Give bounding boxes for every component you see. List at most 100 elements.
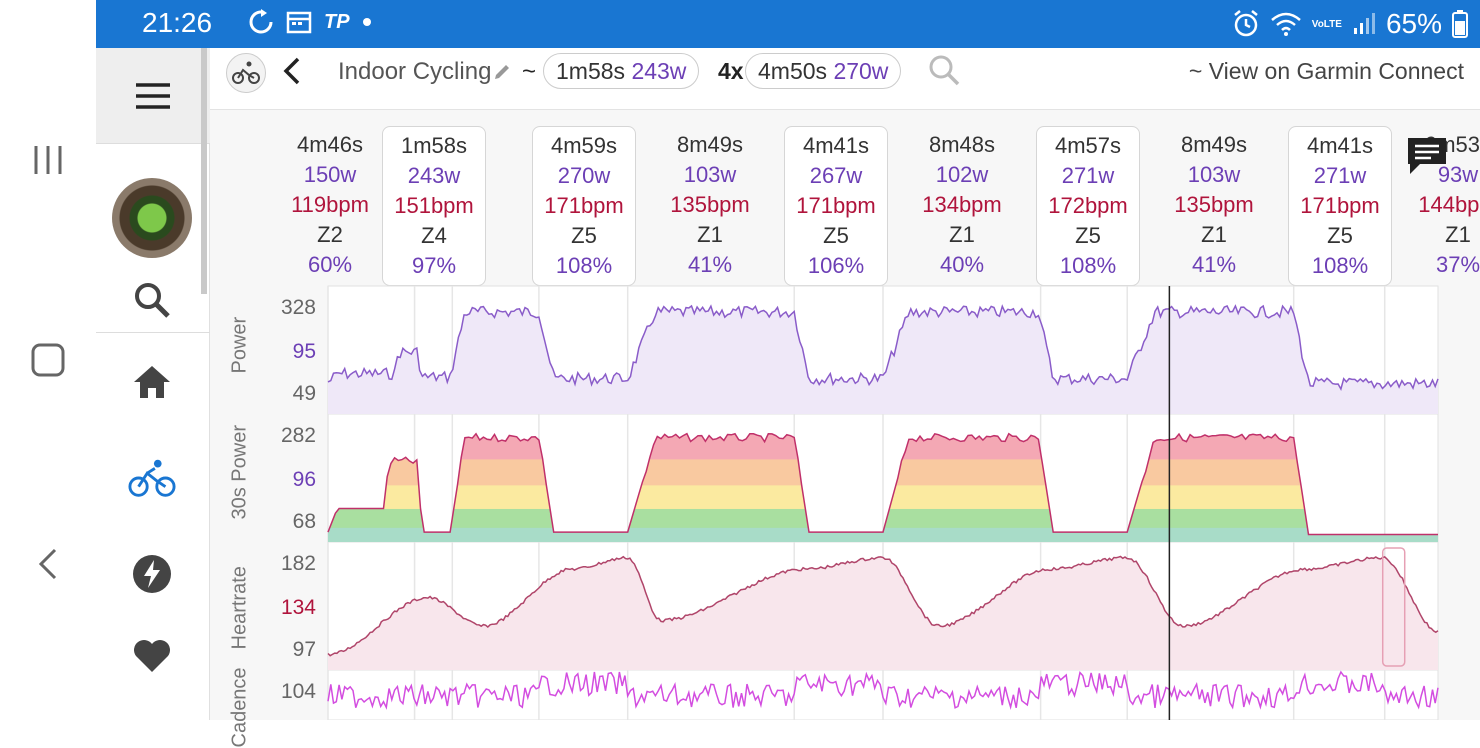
- interval-pct: 37%: [1435, 252, 1480, 277]
- interval-pct: 97%: [411, 253, 457, 278]
- sync-icon: [248, 9, 274, 35]
- power-line: [327, 304, 1439, 391]
- interval-pct: 60%: [307, 252, 353, 277]
- interval-summary[interactable]: 4m41s 271w 171bpm Z5 108%: [1288, 126, 1392, 286]
- avatar[interactable]: [112, 178, 192, 258]
- power-tick-min: 49: [292, 382, 316, 405]
- home-icon[interactable]: [24, 336, 72, 384]
- interval-summary[interactable]: 4m57s 271w 172bpm Z5 108%: [1036, 126, 1140, 286]
- activity-chart-area[interactable]: 4m46s 150w 119bpm Z2 60% 1m58s 243w 151bpm Z4 97%…: [210, 110, 1480, 748]
- garmin-connect-link[interactable]: ~ View on Garmin Connect: [1188, 58, 1464, 84]
- chevron-left-icon: [283, 57, 300, 85]
- edit-icon[interactable]: [492, 62, 512, 87]
- interval-hr: 171bpm: [796, 193, 876, 218]
- side-nav-scrollbar[interactable]: [201, 48, 207, 294]
- cadence-tick-max: 104: [280, 680, 316, 703]
- interval-summary[interactable]: 1m58s 243w 151bpm Z4 97%: [382, 126, 486, 286]
- interval-summary[interactable]: 8m49s 103w 135bpm Z1 41%: [1162, 126, 1266, 286]
- interval-hr: 171bpm: [544, 193, 624, 218]
- interval-dur: 4m41s: [1306, 133, 1374, 158]
- pill-2-watts: 270w: [833, 58, 889, 84]
- interval-summary[interactable]: 8m49s 103w 135bpm Z1 41%: [658, 126, 762, 286]
- tilde-separator: ~: [522, 58, 537, 85]
- interval-hr: 144bpm: [1418, 192, 1480, 217]
- interval-summary[interactable]: 8m48s 102w 134bpm Z1 40%: [910, 126, 1014, 286]
- interval-pct: 40%: [939, 252, 985, 277]
- interval-dur: 4m59s: [550, 133, 618, 158]
- power-area: [328, 306, 1438, 414]
- interval-pow: 271w: [1313, 163, 1367, 188]
- hr-selection-box: [1381, 547, 1406, 667]
- activity-title[interactable]: Indoor Cycling: [338, 58, 492, 85]
- interval-pct: 106%: [807, 253, 865, 278]
- interval-pow: 271w: [1061, 163, 1115, 188]
- heartrate-line: [327, 555, 1439, 657]
- wifi-icon: [1270, 11, 1302, 37]
- recent-apps-icon[interactable]: [24, 136, 72, 184]
- menu-icon: [136, 82, 170, 109]
- back-button[interactable]: [282, 56, 302, 94]
- interval-hr: 135bpm: [1174, 192, 1254, 217]
- heartrate-area: [328, 556, 1438, 670]
- interval-pow: 93w: [1437, 162, 1479, 187]
- search-icon[interactable]: [128, 276, 176, 324]
- interval-summary[interactable]: 4m46s 150w 119bpm Z2 60%: [278, 126, 382, 286]
- interval-zone: Z1: [1201, 222, 1227, 247]
- power-tick-max: 328: [280, 296, 316, 319]
- interval-pow: 103w: [683, 162, 737, 187]
- hr-tick-avg: 134: [280, 596, 316, 619]
- volte-icon: VoLTE: [1311, 18, 1342, 30]
- status-bar: 21:26 TP VoLTE 65%: [96, 0, 1480, 48]
- back-icon[interactable]: [24, 540, 72, 588]
- interval-pct: 41%: [1191, 252, 1237, 277]
- status-time: 21:26: [142, 7, 213, 38]
- app-side-nav: [96, 48, 210, 720]
- interval-pow: 270w: [557, 163, 611, 188]
- pill-1-watts: 243w: [631, 58, 687, 84]
- interval-dur: 4m41s: [802, 133, 870, 158]
- interval-pow: 102w: [935, 162, 989, 187]
- interval-zone: Z5: [1327, 223, 1353, 248]
- interval-zone: Z1: [697, 222, 723, 247]
- pill-2-time: 4m50s: [758, 58, 828, 84]
- interval-pow: 150w: [303, 162, 357, 187]
- activity-charts[interactable]: [210, 110, 1480, 720]
- cycling-nav-icon[interactable]: [128, 454, 176, 502]
- interval-dur: 1m58s: [400, 133, 468, 158]
- interval-zone: Z4: [421, 223, 447, 248]
- sport-type-button[interactable]: [226, 53, 266, 93]
- chat-icon[interactable]: [1406, 136, 1448, 174]
- interval-hr: 151bpm: [394, 193, 474, 218]
- system-nav-rail: [0, 0, 96, 720]
- interval-zone: Z1: [1445, 222, 1471, 247]
- power-tick-avg: 95: [292, 340, 316, 363]
- power30-tick-avg: 96: [292, 468, 316, 491]
- interval-zone: Z5: [1075, 223, 1101, 248]
- battery-level: 65%: [1385, 8, 1442, 39]
- power-nav-icon[interactable]: [128, 550, 176, 598]
- header-search-icon[interactable]: [928, 54, 960, 91]
- interval-zone: Z1: [949, 222, 975, 247]
- interval-pct: 41%: [687, 252, 733, 277]
- interval-summary[interactable]: 4m59s 270w 171bpm Z5 108%: [532, 126, 636, 286]
- interval-summary[interactable]: 4m41s 267w 171bpm Z5 106%: [784, 126, 888, 286]
- power30-tick-min: 68: [292, 510, 316, 533]
- interval-dur: 8m49s: [1180, 132, 1248, 157]
- hamburger-menu-button[interactable]: [96, 48, 210, 144]
- side-nav-divider: [96, 332, 210, 333]
- interval-pow: 243w: [407, 163, 461, 188]
- hr-tick-max: 182: [280, 552, 316, 575]
- trainingpeaks-icon: TP: [324, 10, 350, 33]
- interval-pill-1[interactable]: 1m58s 243w: [543, 53, 700, 89]
- pill-1-time: 1m58s: [556, 58, 626, 84]
- heart-nav-icon[interactable]: [128, 632, 176, 680]
- interval-pow: 103w: [1187, 162, 1241, 187]
- interval-pill-2[interactable]: 4m50s 270w: [745, 53, 902, 89]
- cadence-line: [327, 670, 1439, 711]
- interval-hr: 172bpm: [1048, 193, 1128, 218]
- interval-dur: 4m46s: [296, 132, 364, 157]
- interval-hr: 134bpm: [922, 192, 1002, 217]
- home-nav-icon[interactable]: [128, 358, 176, 406]
- interval-zone: Z2: [317, 222, 343, 247]
- interval-summary[interactable]: 9m53s93w144bpmZ137%: [1406, 126, 1480, 286]
